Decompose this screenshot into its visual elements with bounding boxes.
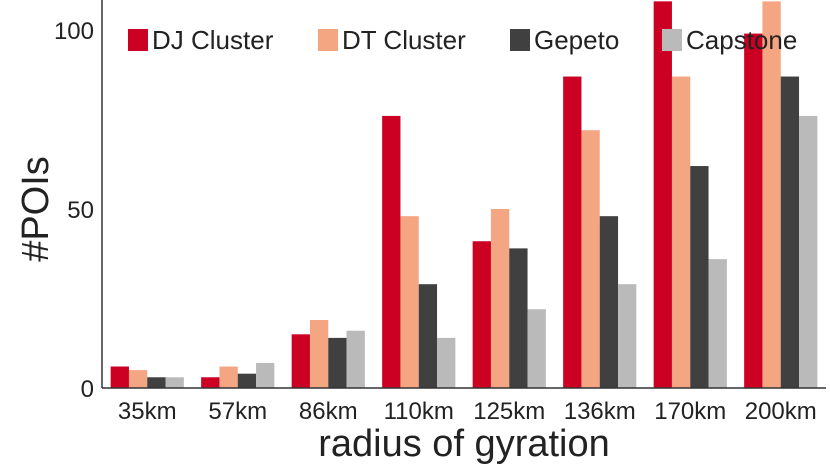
x-tick-labels: 35km 57km 86km 110km 125km 136km 170km 200km xyxy=(118,398,817,425)
bar-gepeto-110km xyxy=(418,284,438,388)
bar-capstone-200km xyxy=(799,115,818,389)
bar-dt-cluster-200km xyxy=(762,1,781,389)
bar-dt-cluster-110km xyxy=(400,216,419,388)
bar-dj-cluster-35km xyxy=(110,366,129,388)
bars-layer xyxy=(110,1,818,389)
bar-dt-cluster-35km xyxy=(128,370,148,388)
bar-capstone-136km xyxy=(618,284,637,388)
x-tick-label: 110km xyxy=(384,398,454,425)
bar-gepeto-170km xyxy=(690,166,709,388)
y-tick-label: 0 xyxy=(81,376,94,403)
bar-dt-cluster-125km xyxy=(490,209,510,388)
bar-dj-cluster-57km xyxy=(201,377,220,388)
bar-gepeto-125km xyxy=(509,248,528,388)
bar-capstone-170km xyxy=(708,259,727,388)
y-tick-label: 50 xyxy=(67,197,94,224)
y-tick-label: 100 xyxy=(54,18,94,45)
x-tick-label: 35km xyxy=(118,398,177,425)
bar-dj-cluster-136km xyxy=(563,76,582,388)
legend-label-capstone: Capstone xyxy=(686,25,797,55)
x-axis-title: radius of gyration xyxy=(318,423,610,465)
legend-swatch-dj-cluster xyxy=(128,29,148,51)
x-tick-label: 200km xyxy=(745,398,817,425)
bar-gepeto-57km xyxy=(237,373,257,388)
bar-dj-cluster-86km xyxy=(291,334,310,388)
x-tick-label: 170km xyxy=(654,398,726,425)
bar-gepeto-136km xyxy=(599,216,619,388)
legend-label-dj-cluster: DJ Cluster xyxy=(152,25,274,55)
bar-gepeto-86km xyxy=(328,337,347,388)
bar-dj-cluster-200km xyxy=(744,33,763,389)
x-tick-label: 57km xyxy=(208,398,267,425)
x-tick-label: 125km xyxy=(473,398,545,425)
legend-swatch-capstone xyxy=(662,29,682,51)
y-axis-title: #POIs xyxy=(15,156,57,262)
legend-label-dt-cluster: DT Cluster xyxy=(342,25,466,55)
x-tick-label: 86km xyxy=(299,398,358,425)
bar-dj-cluster-125km xyxy=(472,241,491,388)
bar-capstone-86km xyxy=(346,330,365,388)
bar-dj-cluster-170km xyxy=(653,1,672,389)
legend: DJ Cluster DT Cluster Gepeto Capstone xyxy=(128,25,797,55)
y-tick-labels: 0 50 100 xyxy=(54,18,94,403)
bar-dt-cluster-136km xyxy=(581,130,600,389)
legend-swatch-dt-cluster xyxy=(318,29,338,51)
bar-capstone-110km xyxy=(437,337,456,388)
x-tick-label: 136km xyxy=(564,398,636,425)
bar-dt-cluster-86km xyxy=(309,319,329,388)
bar-dt-cluster-170km xyxy=(671,76,691,388)
bar-dj-cluster-110km xyxy=(382,115,401,389)
legend-swatch-gepeto xyxy=(510,29,530,51)
bar-gepeto-35km xyxy=(147,377,166,388)
legend-label-gepeto: Gepeto xyxy=(534,25,619,55)
bar-capstone-35km xyxy=(165,377,184,388)
bar-capstone-57km xyxy=(256,362,275,388)
bar-capstone-125km xyxy=(527,309,546,388)
bar-gepeto-200km xyxy=(780,76,800,388)
bar-dt-cluster-57km xyxy=(219,366,238,388)
